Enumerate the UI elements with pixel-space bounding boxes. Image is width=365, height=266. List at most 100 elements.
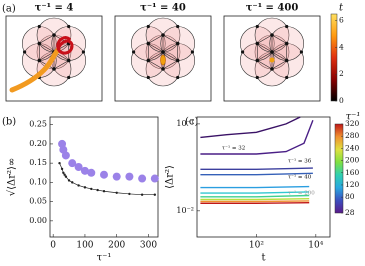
colorbar-tick-label: 320 bbox=[345, 119, 360, 128]
edge bbox=[257, 43, 273, 53]
y-tick-label: 0.10 bbox=[29, 177, 47, 186]
series-line bbox=[200, 185, 310, 189]
node bbox=[161, 50, 165, 54]
line-point bbox=[64, 175, 68, 178]
node bbox=[190, 50, 195, 54]
series-line bbox=[200, 172, 313, 176]
colorbar-tick-label: 4 bbox=[339, 42, 344, 51]
edge bbox=[257, 60, 273, 70]
scatter-point bbox=[138, 174, 147, 183]
node bbox=[146, 41, 151, 46]
trajectory bbox=[9, 47, 61, 93]
colorbar-tick-label: 2 bbox=[339, 69, 344, 78]
y-tick-label: 10⁻¹ bbox=[176, 119, 194, 128]
colorbar bbox=[330, 13, 338, 102]
edge bbox=[271, 51, 287, 61]
colorbar-tick-label: 200 bbox=[345, 156, 360, 165]
scatter-point bbox=[100, 170, 108, 179]
node bbox=[176, 75, 180, 80]
x-axis-label: τ⁻¹ bbox=[97, 253, 112, 264]
series-line bbox=[200, 191, 310, 194]
panel-label: (c) bbox=[185, 117, 199, 128]
colorbar-tick-label: 6 bbox=[339, 16, 344, 25]
node bbox=[37, 41, 42, 46]
node bbox=[176, 24, 180, 29]
colorbar-tick-label: 120 bbox=[345, 180, 360, 189]
line-point bbox=[77, 184, 80, 187]
node bbox=[37, 24, 41, 29]
line-point bbox=[128, 192, 131, 196]
node bbox=[270, 33, 274, 37]
node bbox=[255, 41, 260, 46]
x-tick-label: 10² bbox=[249, 241, 264, 251]
edge bbox=[162, 51, 178, 61]
edge bbox=[148, 34, 164, 44]
node bbox=[66, 58, 71, 63]
line-point bbox=[140, 193, 144, 196]
line-point bbox=[90, 187, 93, 191]
y-tick-label: 0.00 bbox=[29, 216, 47, 225]
x-tick-label: 200 bbox=[108, 241, 125, 251]
series-line bbox=[200, 120, 314, 155]
series-line bbox=[200, 198, 310, 201]
edge bbox=[148, 43, 164, 53]
node bbox=[37, 58, 42, 63]
node bbox=[284, 58, 289, 63]
node bbox=[131, 50, 136, 54]
series-line bbox=[200, 194, 310, 198]
node bbox=[175, 41, 180, 46]
node bbox=[285, 24, 289, 29]
panel-label: (a) bbox=[2, 4, 16, 15]
line-point bbox=[60, 167, 64, 171]
node bbox=[67, 24, 71, 29]
trajectory bbox=[269, 57, 275, 63]
edge bbox=[271, 60, 287, 70]
panel-label: (b) bbox=[2, 117, 16, 128]
node bbox=[285, 75, 289, 80]
line-point bbox=[67, 179, 71, 182]
line-point bbox=[71, 181, 74, 184]
y-axis-label: √⟨Δr²⟩∞ bbox=[7, 158, 18, 197]
annotation: τ⁻¹ = 40 bbox=[288, 174, 312, 181]
annotation: τ⁻¹ = 200 bbox=[288, 190, 315, 197]
colorbar-tick-label: 28 bbox=[345, 208, 355, 217]
line-point bbox=[58, 161, 61, 165]
edge bbox=[53, 60, 69, 70]
y-axis-label: ⟨Δr²⟩ bbox=[165, 165, 176, 189]
edge bbox=[162, 34, 178, 44]
node bbox=[255, 75, 259, 80]
annotation: τ⁻¹ = 32 bbox=[222, 145, 245, 152]
edge bbox=[39, 34, 55, 44]
edge bbox=[162, 43, 178, 53]
node bbox=[255, 24, 259, 29]
panel-title: τ⁻¹ = 4 bbox=[35, 3, 74, 14]
colorbar-tick-label: 80 bbox=[345, 192, 355, 201]
x-tick-label: 100 bbox=[76, 241, 93, 251]
node bbox=[299, 50, 304, 54]
edge bbox=[271, 34, 287, 44]
node bbox=[284, 41, 289, 46]
node bbox=[22, 50, 27, 54]
edge bbox=[162, 60, 178, 70]
line-point bbox=[63, 173, 66, 176]
colorbar-tick-label: 160 bbox=[345, 168, 360, 177]
x-tick-label: 300 bbox=[140, 241, 157, 251]
trajectory bbox=[160, 54, 166, 66]
colorbar bbox=[334, 123, 344, 214]
series-line bbox=[200, 167, 313, 170]
plot-frame bbox=[196, 116, 331, 238]
scatter-point bbox=[150, 174, 159, 183]
node bbox=[52, 67, 56, 71]
colorbar-tick-label: 0 bbox=[339, 96, 344, 105]
trajectory bbox=[56, 36, 74, 55]
line-point bbox=[83, 186, 87, 189]
y-tick-label: 0.15 bbox=[29, 158, 47, 167]
node bbox=[240, 50, 245, 54]
x-tick-label: 0 bbox=[50, 241, 56, 251]
edge bbox=[39, 43, 55, 53]
panel-title: τ⁻¹ = 40 bbox=[140, 3, 186, 14]
colorbar-tick-label: 240 bbox=[345, 143, 360, 152]
edge bbox=[257, 51, 273, 61]
x-axis-label: t bbox=[261, 253, 265, 264]
